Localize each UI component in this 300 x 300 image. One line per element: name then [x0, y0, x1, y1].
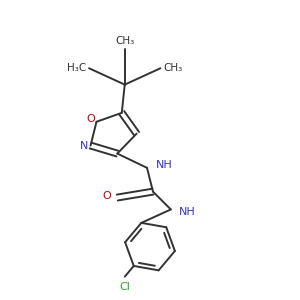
Text: N: N	[80, 140, 88, 151]
Text: CH₃: CH₃	[164, 63, 183, 73]
Text: Cl: Cl	[119, 282, 130, 292]
Text: O: O	[102, 191, 111, 201]
Text: CH₃: CH₃	[115, 36, 134, 46]
Text: NH: NH	[179, 207, 196, 217]
Text: NH: NH	[156, 160, 173, 170]
Text: O: O	[87, 114, 95, 124]
Text: H₃C: H₃C	[67, 63, 86, 73]
